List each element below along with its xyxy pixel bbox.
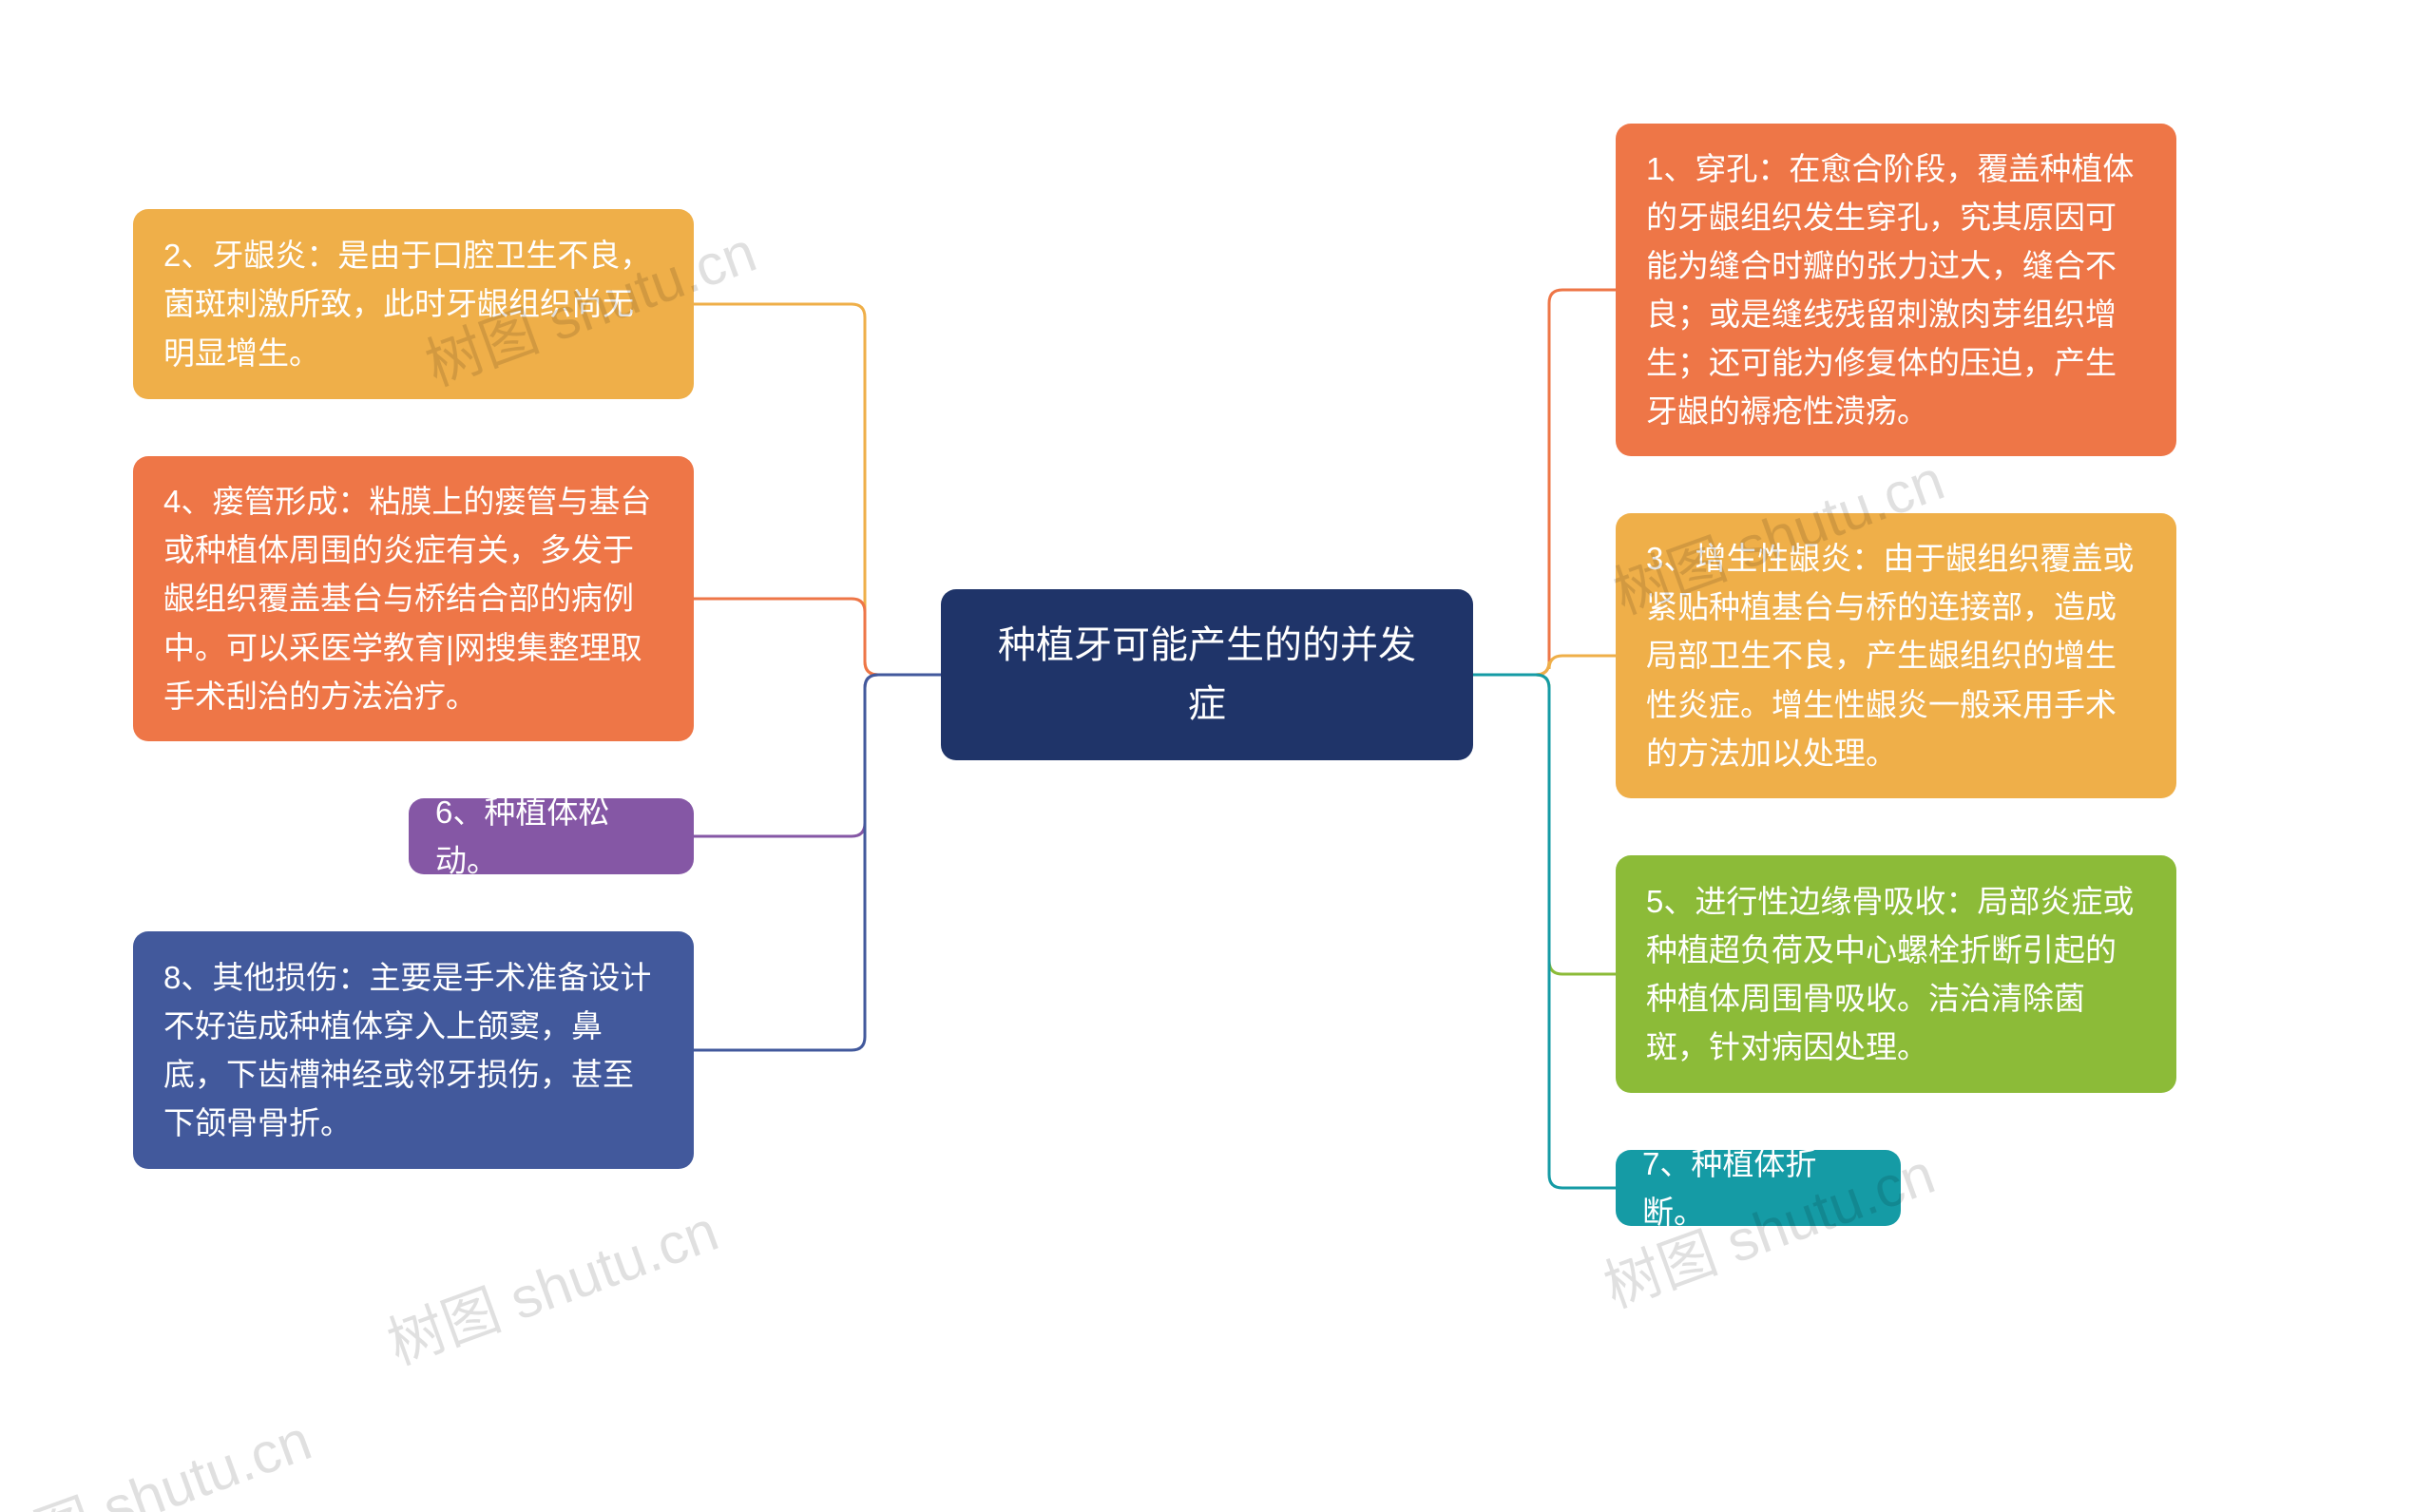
mindmap-child-node[interactable]: 5、进行性边缘骨吸收：局部炎症或种植超负荷及中心螺栓折断引起的种植体周围骨吸收。… (1616, 855, 2176, 1093)
mindmap-child-node[interactable]: 8、其他损伤：主要是手术准备设计不好造成种植体穿入上颌窦，鼻底，下齿槽神经或邻牙… (133, 931, 694, 1169)
mindmap-child-node[interactable]: 2、牙龈炎：是由于口腔卫生不良，菌斑刺激所致，此时牙龈组织尚无明显增生。 (133, 209, 694, 399)
mindmap-child-node[interactable]: 3、增生性龈炎：由于龈组织覆盖或紧贴种植基台与桥的连接部，造成局部卫生不良，产生… (1616, 513, 2176, 798)
child-node-label: 2、牙龈炎：是由于口腔卫生不良，菌斑刺激所致，此时牙龈组织尚无明显增生。 (163, 231, 663, 376)
child-node-label: 7、种植体折断。 (1642, 1139, 1874, 1236)
child-node-label: 1、穿孔：在愈合阶段，覆盖种植体的牙龈组织发生穿孔，究其原因可能为缝合时瓣的张力… (1646, 144, 2146, 436)
child-node-label: 6、种植体松动。 (435, 788, 667, 885)
center-node-label: 种植牙可能产生的的并发症 (983, 616, 1431, 734)
watermark: 树图 shutu.cn (374, 1185, 727, 1381)
mindmap-child-node[interactable]: 4、瘘管形成：粘膜上的瘘管与基台或种植体周围的炎症有关，多发于龈组织覆盖基台与桥… (133, 456, 694, 741)
child-node-label: 4、瘘管形成：粘膜上的瘘管与基台或种植体周围的炎症有关，多发于龈组织覆盖基台与桥… (163, 477, 663, 720)
child-node-label: 8、其他损伤：主要是手术准备设计不好造成种植体穿入上颌窦，鼻底，下齿槽神经或邻牙… (163, 953, 663, 1148)
child-node-label: 5、进行性边缘骨吸收：局部炎症或种植超负荷及中心螺栓折断引起的种植体周围骨吸收。… (1646, 877, 2146, 1072)
mindmap-child-node[interactable]: 1、穿孔：在愈合阶段，覆盖种植体的牙龈组织发生穿孔，究其原因可能为缝合时瓣的张力… (1616, 124, 2176, 456)
mindmap-child-node[interactable]: 6、种植体松动。 (409, 798, 694, 874)
mindmap-child-node[interactable]: 7、种植体折断。 (1616, 1150, 1901, 1226)
mindmap-center-node[interactable]: 种植牙可能产生的的并发症 (941, 589, 1473, 760)
watermark: 图 shutu.cn (22, 1394, 321, 1512)
child-node-label: 3、增生性龈炎：由于龈组织覆盖或紧贴种植基台与桥的连接部，造成局部卫生不良，产生… (1646, 534, 2146, 777)
